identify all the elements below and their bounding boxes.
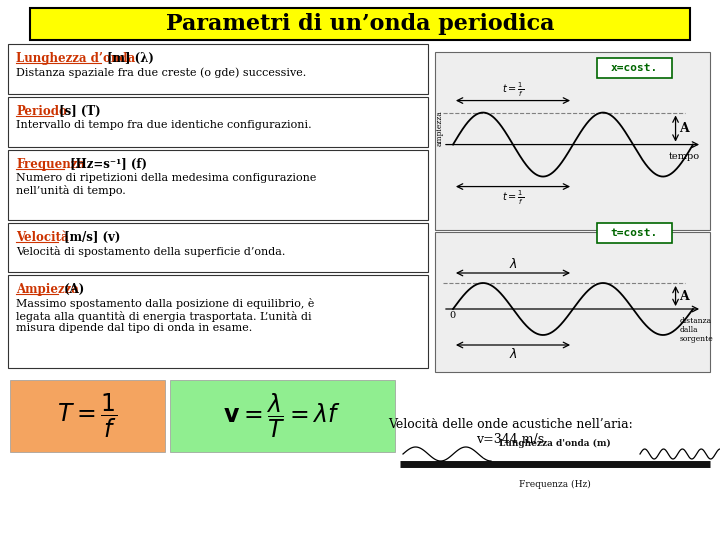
Text: 0.5: 0.5	[455, 454, 465, 459]
Text: x=cost.: x=cost.	[611, 63, 657, 73]
Text: $\lambda$: $\lambda$	[508, 347, 518, 361]
Text: Lunghezza d'onda (m): Lunghezza d'onda (m)	[499, 439, 611, 448]
Text: Velocità di spostamento della superficie d’onda.: Velocità di spostamento della superficie…	[16, 246, 285, 257]
Text: tempo: tempo	[669, 152, 700, 160]
Text: Lunghezza d’onda: Lunghezza d’onda	[16, 52, 135, 65]
Text: 500: 500	[521, 468, 533, 473]
Text: $t = \frac{1}{f}$: $t = \frac{1}{f}$	[502, 188, 524, 207]
Text: Velocità delle onde acustiche nell’aria:
v=344 m/s: Velocità delle onde acustiche nell’aria:…	[387, 418, 632, 446]
Text: t=cost.: t=cost.	[611, 228, 657, 238]
Text: [m/s] (v): [m/s] (v)	[60, 231, 121, 244]
Text: 1000: 1000	[557, 468, 572, 473]
Text: Massimo spostamento dalla posizione di equilibrio, è
legata alla quantità di ene: Massimo spostamento dalla posizione di e…	[16, 298, 315, 333]
Text: $T = \dfrac{1}{f}$: $T = \dfrac{1}{f}$	[57, 392, 117, 440]
FancyBboxPatch shape	[8, 275, 428, 368]
Text: 100: 100	[454, 468, 466, 473]
Text: 200: 200	[482, 468, 494, 473]
Text: Distanza spaziale fra due creste (o gde) successive.: Distanza spaziale fra due creste (o gde)…	[16, 67, 306, 78]
Text: 2000: 2000	[597, 468, 613, 473]
Text: Velocità: Velocità	[16, 231, 68, 244]
Text: [Hz=s⁻¹] (f): [Hz=s⁻¹] (f)	[66, 158, 147, 171]
Text: 1: 1	[433, 454, 437, 459]
Text: Periodo: Periodo	[16, 105, 67, 118]
Text: A: A	[680, 289, 689, 302]
Text: 0.1: 0.1	[522, 454, 532, 459]
Text: [s] (T): [s] (T)	[55, 105, 101, 118]
Text: 20: 20	[409, 468, 417, 473]
Text: Parametri di un’onda periodica: Parametri di un’onda periodica	[166, 13, 554, 35]
FancyBboxPatch shape	[597, 223, 672, 243]
Text: 5000: 5000	[643, 468, 659, 473]
FancyBboxPatch shape	[8, 97, 428, 147]
Text: 5: 5	[398, 454, 402, 459]
Text: Frequenza (Hz): Frequenza (Hz)	[519, 480, 591, 489]
FancyBboxPatch shape	[435, 232, 710, 372]
Text: $t = \frac{1}{f}$: $t = \frac{1}{f}$	[502, 80, 524, 99]
FancyBboxPatch shape	[8, 150, 428, 220]
FancyBboxPatch shape	[8, 223, 428, 272]
Text: [m] (λ): [m] (λ)	[103, 52, 153, 65]
Text: Intervallo di tempo fra due identiche configurazioni.: Intervallo di tempo fra due identiche co…	[16, 120, 312, 130]
Text: 10000: 10000	[690, 468, 710, 473]
Text: 10: 10	[396, 468, 404, 473]
FancyBboxPatch shape	[170, 380, 395, 452]
Text: 0.2: 0.2	[483, 454, 493, 459]
Text: 0.05: 0.05	[558, 454, 572, 459]
Text: $\lambda$: $\lambda$	[508, 257, 518, 271]
Text: 0: 0	[449, 311, 455, 320]
Text: $\mathbf{v} = \dfrac{\lambda}{T} = \lambda f$: $\mathbf{v} = \dfrac{\lambda}{T} = \lamb…	[223, 392, 341, 440]
Text: distanza
dalla
sorgente: distanza dalla sorgente	[680, 317, 714, 343]
Text: ampiezza: ampiezza	[436, 111, 444, 146]
FancyBboxPatch shape	[435, 52, 710, 230]
Text: 2: 2	[411, 454, 415, 459]
Text: (A): (A)	[60, 283, 85, 296]
Text: A: A	[680, 122, 689, 135]
FancyBboxPatch shape	[10, 380, 165, 452]
Text: Frequenza: Frequenza	[16, 158, 85, 171]
FancyBboxPatch shape	[30, 8, 690, 40]
Text: Numero di ripetizioni della medesima configurazione
nell’unità di tempo.: Numero di ripetizioni della medesima con…	[16, 173, 316, 196]
FancyBboxPatch shape	[8, 44, 428, 94]
FancyBboxPatch shape	[597, 58, 672, 78]
Text: Ampiezza: Ampiezza	[16, 283, 79, 296]
Text: 50: 50	[431, 468, 439, 473]
